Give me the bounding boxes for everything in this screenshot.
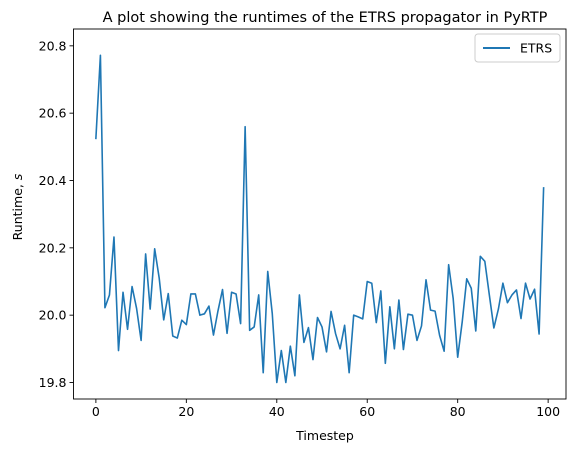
- y-tick-label: 19.8: [39, 375, 67, 390]
- chart-title: A plot showing the runtimes of the ETRS …: [103, 10, 548, 26]
- y-tick-label: 20.2: [39, 240, 67, 255]
- x-tick-label: 20: [178, 404, 194, 419]
- legend: ETRS: [475, 34, 560, 62]
- x-tick-label: 60: [359, 404, 375, 419]
- y-axis-label: Runtime, s: [10, 173, 25, 240]
- series-line-etrs: [96, 55, 544, 382]
- y-tick-label: 20.6: [39, 106, 67, 121]
- legend-label-etrs: ETRS: [520, 41, 552, 56]
- y-tick-label: 20.0: [39, 308, 67, 323]
- x-tick-label: 0: [92, 404, 100, 419]
- x-tick-label: 80: [450, 404, 466, 419]
- x-tick-label: 40: [269, 404, 285, 419]
- plot-area: 0 20 40 60 80 100 19.8 20.0 20.2 20.4 20.6 20.8: [39, 29, 566, 419]
- x-axis-label: Timestep: [295, 428, 354, 443]
- axes-frame: [74, 29, 567, 399]
- y-tick-label: 20.8: [39, 38, 67, 53]
- y-tick-label: 20.4: [39, 173, 67, 188]
- x-tick-label: 100: [536, 404, 560, 419]
